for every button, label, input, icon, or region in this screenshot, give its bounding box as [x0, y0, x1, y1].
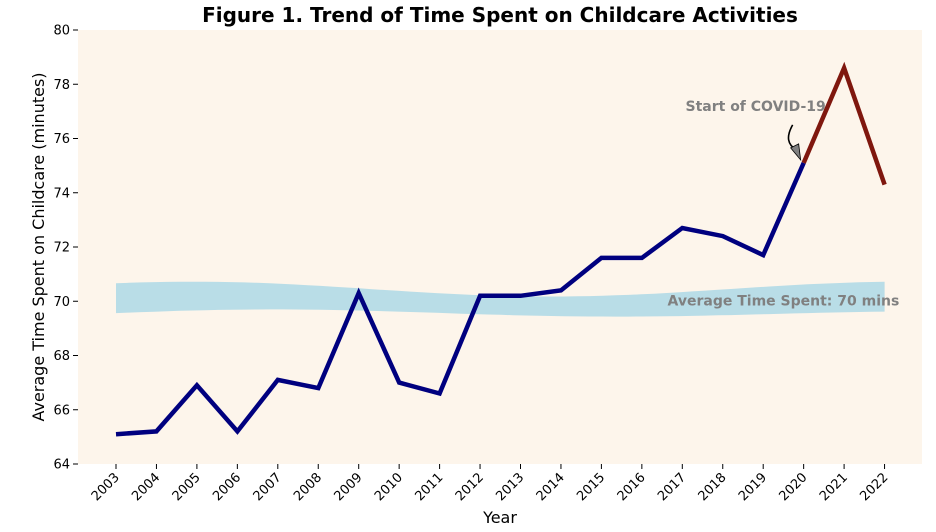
plot-background [78, 30, 922, 464]
x-tick-label-2006: 2006 [210, 470, 244, 504]
x-tick-label-2013: 2013 [493, 470, 527, 504]
x-axis-label: Year [482, 508, 517, 527]
x-tick-label-2014: 2014 [534, 470, 568, 504]
x-tick-label-2011: 2011 [412, 470, 446, 504]
y-tick-label-66: 66 [53, 403, 70, 418]
average-band-shape [116, 281, 885, 317]
average-band-label: Average Time Spent: 70 mins [668, 294, 900, 310]
x-tick-label-2018: 2018 [696, 470, 730, 504]
x-tick-label-2017: 2017 [655, 470, 689, 504]
y-axis-ticks: 64 66 68 70 72 74 76 78 80 [53, 24, 78, 473]
x-tick-label-2008: 2008 [291, 470, 325, 504]
x-tick-label-2004: 2004 [129, 470, 163, 504]
x-tick-label-2003: 2003 [89, 470, 123, 504]
annotations: Start of COVID-19 [686, 99, 826, 162]
annotation-arrow-head-0 [790, 143, 802, 162]
x-tick-label-2009: 2009 [332, 470, 366, 504]
series-line-pre-covid [115, 161, 806, 437]
average-band: Average Time Spent: 70 mins [116, 281, 900, 317]
y-tick-label-72: 72 [53, 241, 70, 256]
x-tick-label-2007: 2007 [251, 470, 285, 504]
x-tick-label-2019: 2019 [736, 470, 770, 504]
y-tick-label-68: 68 [53, 349, 70, 364]
y-tick-label-76: 76 [53, 132, 70, 147]
y-tick-label-78: 78 [53, 78, 70, 93]
x-axis-ticks: 2003 2004 2005 2006 2007 2008 2009 2010 2011 2012… [89, 464, 891, 504]
y-tick-label-80: 80 [53, 24, 70, 39]
x-tick-label-2015: 2015 [574, 470, 608, 504]
y-tick-label-64: 64 [53, 458, 70, 473]
x-tick-label-2010: 2010 [372, 470, 406, 504]
x-tick-label-2020: 2020 [776, 470, 810, 504]
x-tick-label-2021: 2021 [817, 470, 851, 504]
series-lines [115, 61, 887, 437]
annotation-label-0: Start of COVID-19 [686, 99, 826, 115]
x-tick-label-2005: 2005 [170, 470, 204, 504]
y-tick-label-70: 70 [53, 295, 70, 310]
x-tick-label-2012: 2012 [453, 470, 487, 504]
series-line-covid [801, 61, 887, 186]
chart-title: Figure 1. Trend of Time Spent on Childca… [202, 3, 798, 27]
x-tick-label-2022: 2022 [857, 470, 891, 504]
y-tick-label-74: 74 [53, 186, 70, 201]
y-axis-label: Average Time Spent on Childcare (minutes… [29, 72, 48, 421]
x-tick-label-2016: 2016 [615, 470, 649, 504]
